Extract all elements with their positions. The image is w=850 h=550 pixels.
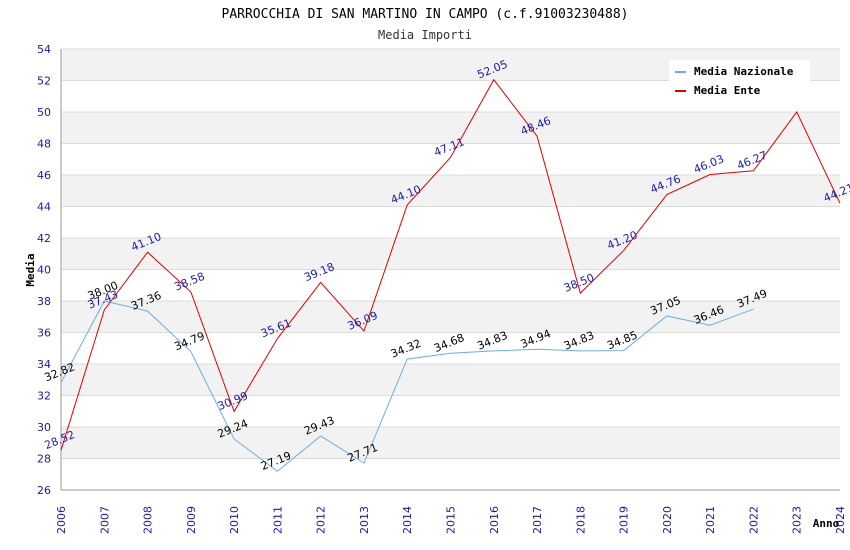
legend-box — [669, 60, 810, 102]
x-tick-label: 2021 — [704, 506, 717, 534]
y-tick-label: 44 — [37, 201, 51, 214]
y-tick-label: 48 — [37, 138, 51, 151]
series-line-ente — [60, 78, 841, 451]
x-tick-label: 2009 — [185, 506, 198, 534]
x-tick-label: 2014 — [401, 506, 414, 534]
data-label-nazionale: 34.68 — [432, 331, 466, 355]
grid-band — [61, 364, 840, 396]
legend: Media Nazionale Media Ente — [669, 60, 810, 102]
y-tick-label: 30 — [37, 421, 51, 434]
y-axis-label: Media — [24, 253, 37, 286]
y-tick-label: 34 — [37, 358, 51, 371]
y-tick-label: 52 — [37, 75, 51, 88]
legend-label-nazionale: Media Nazionale — [694, 65, 794, 78]
x-tick-label: 2024 — [834, 506, 847, 534]
data-label-ente: 46.27 — [735, 149, 769, 173]
y-tick-label: 28 — [37, 453, 51, 466]
x-tick-label: 2019 — [618, 506, 631, 534]
x-axis-label: Anno — [813, 517, 840, 530]
y-tick-label: 46 — [37, 169, 51, 182]
grid-band — [61, 112, 840, 144]
x-tick-label: 2012 — [315, 506, 328, 534]
x-tick-label: 2008 — [142, 506, 155, 534]
chart-title: PARROCCHIA DI SAN MARTINO IN CAMPO (c.f.… — [222, 7, 629, 22]
x-tick-label: 2020 — [661, 506, 674, 534]
series-line-nazionale — [60, 300, 754, 472]
y-tick-label: 50 — [37, 106, 51, 119]
x-tick-label: 2018 — [574, 506, 587, 534]
series-lines — [60, 78, 841, 472]
y-tick-label: 54 — [37, 43, 51, 56]
x-tick-label: 2015 — [445, 506, 458, 534]
y-tick-label: 42 — [37, 232, 51, 245]
x-tick-label: 2017 — [531, 506, 544, 534]
y-tick-label: 26 — [37, 484, 51, 497]
grid-band — [61, 301, 840, 333]
y-tick-label: 40 — [37, 264, 51, 277]
y-tick-label: 32 — [37, 390, 51, 403]
grid-band — [61, 175, 840, 207]
chart-subtitle: Media Importi — [378, 28, 472, 42]
x-tick-label: 2011 — [271, 506, 284, 534]
y-tick-label: 38 — [37, 295, 51, 308]
data-label-ente: 38.58 — [172, 270, 206, 294]
x-tick-label: 2007 — [98, 506, 111, 534]
data-label-nazionale: 34.32 — [389, 337, 423, 361]
x-tick-label: 2022 — [747, 506, 760, 534]
data-label-ente: 46.03 — [692, 152, 726, 176]
axes: 26 28 30 32 34 36 38 40 42 44 46 48 50 52 54 2006 2007 20… — [37, 43, 847, 534]
x-tick-label: 2010 — [228, 506, 241, 534]
grid-bands — [61, 49, 840, 459]
legend-label-ente: Media Ente — [694, 84, 761, 97]
x-tick-label: 2006 — [55, 506, 68, 534]
grid-band — [61, 427, 840, 459]
x-tick-label: 2016 — [488, 506, 501, 534]
x-tick-label: 2013 — [358, 506, 371, 534]
x-tick-label: 2023 — [791, 506, 804, 534]
data-label-ente: 38.50 — [562, 271, 596, 295]
grid-band — [61, 238, 840, 270]
y-tick-label: 36 — [37, 327, 51, 340]
grid-lines — [61, 48, 840, 491]
